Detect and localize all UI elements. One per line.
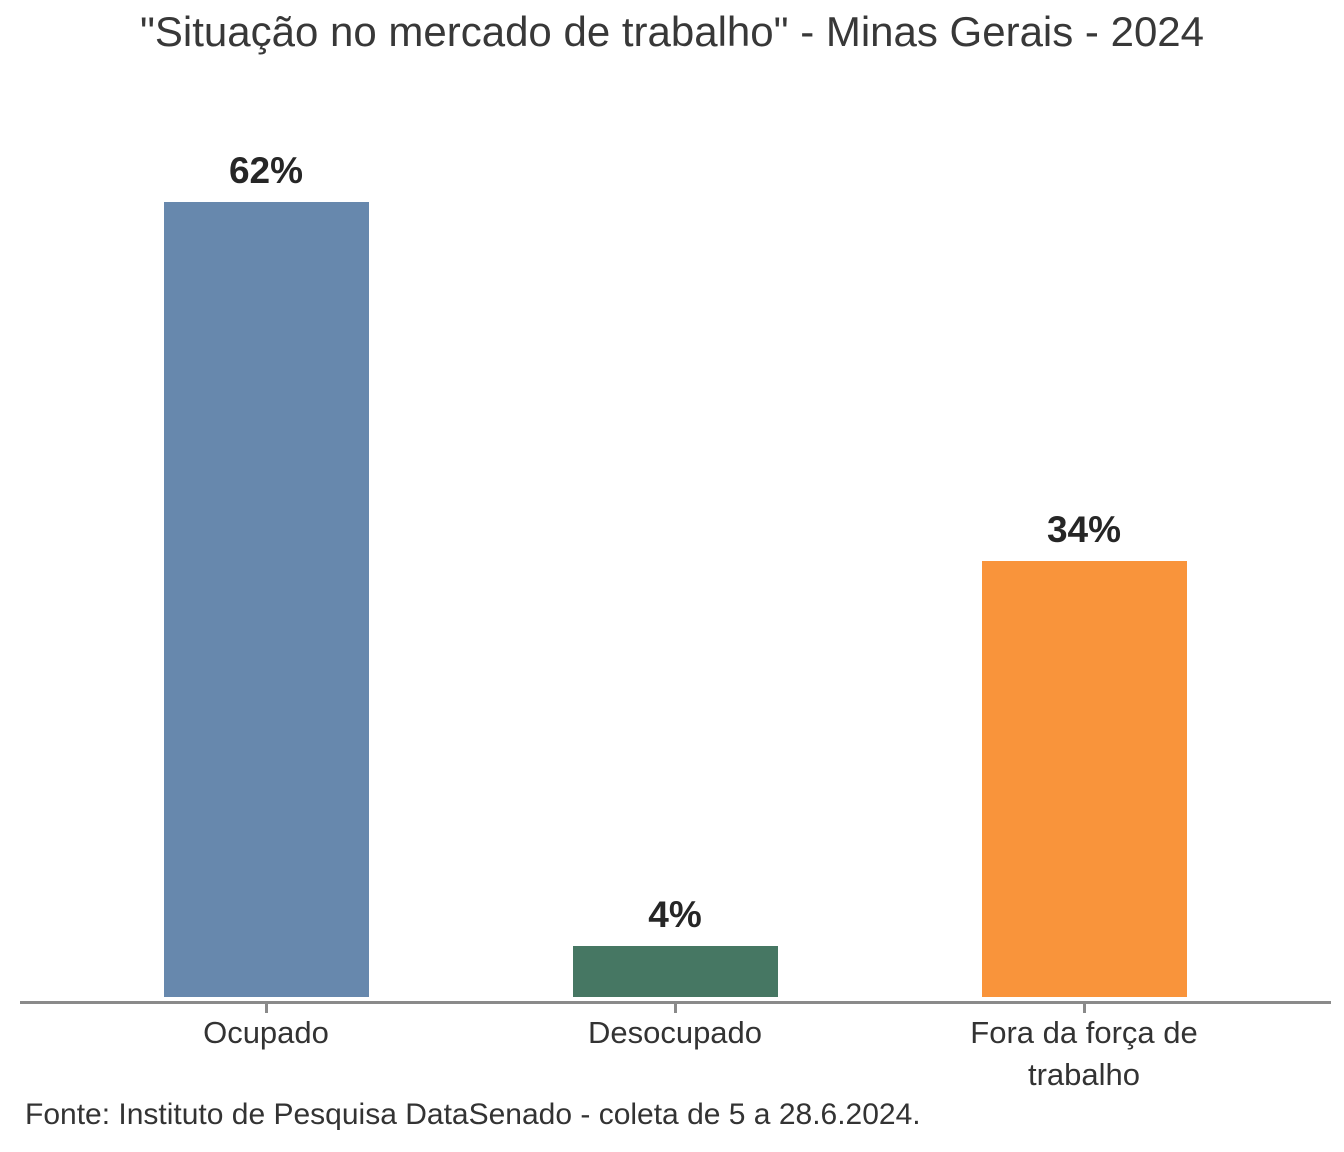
x-axis-category-label: Ocupado [203,1015,329,1050]
bar-value-label: 34% [1046,509,1122,550]
chart-title: "Situação no mercado de trabalho" - Mina… [139,8,1205,55]
x-axis-category-label: Desocupado [587,1015,763,1050]
x-axis-line [20,1001,1331,1004]
x-axis-tick [264,1004,268,1013]
source-note: Fonte: Instituto de Pesquisa DataSenado … [25,1098,921,1131]
bar [163,202,369,997]
bar-value-label: 4% [648,894,702,935]
x-axis-category-label: Fora da força de trabalho [970,1015,1198,1092]
x-axis-tick [1082,1004,1086,1013]
bar [981,561,1187,997]
x-axis-tick [673,1004,677,1013]
bar-value-label: 62% [228,150,304,191]
bar [572,946,778,997]
